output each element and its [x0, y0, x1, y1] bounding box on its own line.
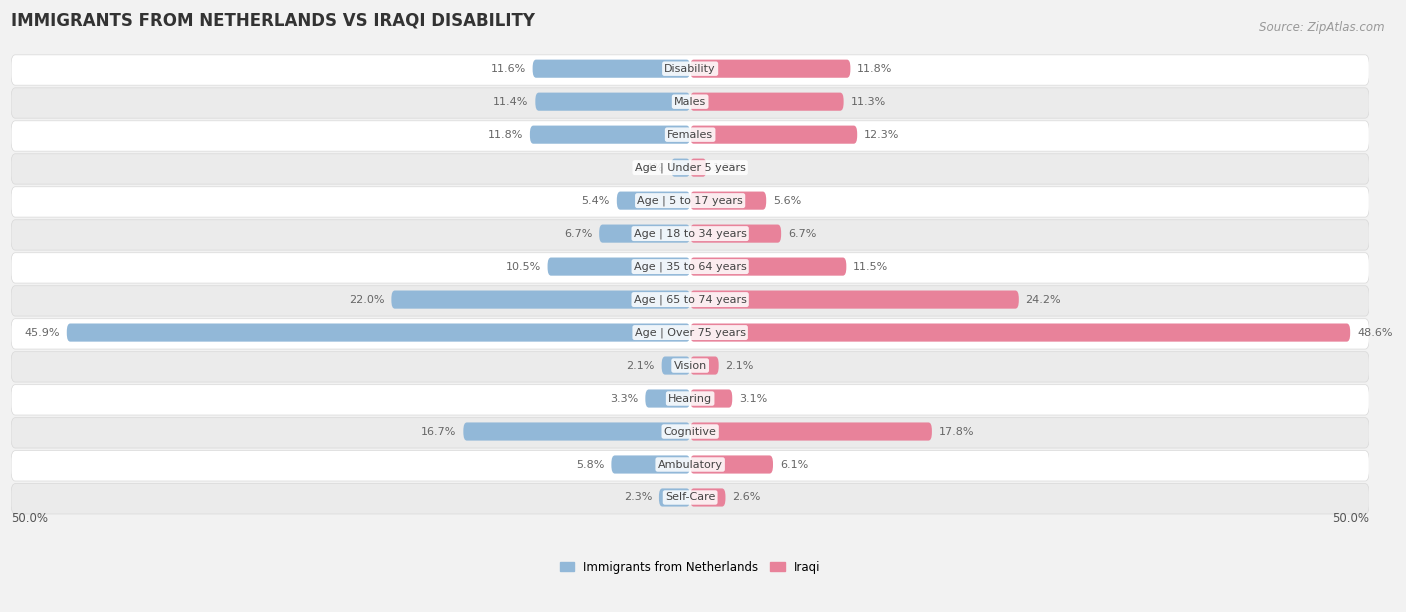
Text: 5.6%: 5.6%	[773, 196, 801, 206]
Text: 11.4%: 11.4%	[494, 97, 529, 106]
FancyBboxPatch shape	[671, 159, 690, 177]
Text: 1.4%: 1.4%	[636, 163, 665, 173]
FancyBboxPatch shape	[690, 455, 773, 474]
Text: IMMIGRANTS FROM NETHERLANDS VS IRAQI DISABILITY: IMMIGRANTS FROM NETHERLANDS VS IRAQI DIS…	[11, 11, 536, 29]
Text: 12.3%: 12.3%	[865, 130, 900, 140]
FancyBboxPatch shape	[11, 154, 1369, 184]
FancyBboxPatch shape	[11, 417, 1369, 448]
FancyBboxPatch shape	[690, 291, 1019, 308]
FancyBboxPatch shape	[690, 356, 718, 375]
Text: 5.4%: 5.4%	[582, 196, 610, 206]
FancyBboxPatch shape	[690, 389, 733, 408]
FancyBboxPatch shape	[11, 483, 1369, 514]
FancyBboxPatch shape	[690, 324, 1350, 341]
Text: 3.1%: 3.1%	[740, 394, 768, 403]
FancyBboxPatch shape	[612, 455, 690, 474]
Text: 24.2%: 24.2%	[1025, 294, 1062, 305]
Text: 2.1%: 2.1%	[627, 360, 655, 370]
Text: Age | 18 to 34 years: Age | 18 to 34 years	[634, 228, 747, 239]
Text: Cognitive: Cognitive	[664, 427, 717, 436]
FancyBboxPatch shape	[547, 258, 690, 275]
Text: 22.0%: 22.0%	[349, 294, 385, 305]
FancyBboxPatch shape	[11, 385, 1369, 415]
FancyBboxPatch shape	[11, 450, 1369, 481]
Legend: Immigrants from Netherlands, Iraqi: Immigrants from Netherlands, Iraqi	[555, 556, 825, 578]
Text: Hearing: Hearing	[668, 394, 713, 403]
Text: 50.0%: 50.0%	[1333, 512, 1369, 526]
FancyBboxPatch shape	[11, 187, 1369, 217]
Text: 11.6%: 11.6%	[491, 64, 526, 73]
Text: 48.6%: 48.6%	[1357, 327, 1392, 338]
Text: Age | Under 5 years: Age | Under 5 years	[634, 162, 745, 173]
Text: 16.7%: 16.7%	[422, 427, 457, 436]
FancyBboxPatch shape	[530, 125, 690, 144]
Text: Age | 5 to 17 years: Age | 5 to 17 years	[637, 195, 742, 206]
FancyBboxPatch shape	[67, 324, 690, 341]
Text: 2.1%: 2.1%	[725, 360, 754, 370]
FancyBboxPatch shape	[690, 258, 846, 275]
Text: Age | 65 to 74 years: Age | 65 to 74 years	[634, 294, 747, 305]
FancyBboxPatch shape	[536, 92, 690, 111]
Text: 11.3%: 11.3%	[851, 97, 886, 106]
FancyBboxPatch shape	[690, 59, 851, 78]
FancyBboxPatch shape	[11, 55, 1369, 85]
Text: Age | Over 75 years: Age | Over 75 years	[634, 327, 745, 338]
Text: 3.3%: 3.3%	[610, 394, 638, 403]
Text: 1.2%: 1.2%	[713, 163, 741, 173]
FancyBboxPatch shape	[391, 291, 690, 308]
Text: Females: Females	[666, 130, 713, 140]
FancyBboxPatch shape	[464, 422, 690, 441]
FancyBboxPatch shape	[11, 88, 1369, 118]
Text: 5.8%: 5.8%	[576, 460, 605, 469]
Text: 6.7%: 6.7%	[787, 229, 817, 239]
Text: 6.1%: 6.1%	[780, 460, 808, 469]
FancyBboxPatch shape	[690, 125, 858, 144]
FancyBboxPatch shape	[690, 225, 782, 243]
FancyBboxPatch shape	[11, 319, 1369, 349]
Text: 17.8%: 17.8%	[939, 427, 974, 436]
Text: 2.3%: 2.3%	[624, 493, 652, 502]
FancyBboxPatch shape	[690, 488, 725, 507]
FancyBboxPatch shape	[645, 389, 690, 408]
FancyBboxPatch shape	[690, 422, 932, 441]
Text: 2.6%: 2.6%	[733, 493, 761, 502]
FancyBboxPatch shape	[11, 286, 1369, 316]
FancyBboxPatch shape	[662, 356, 690, 375]
Text: 50.0%: 50.0%	[11, 512, 48, 526]
FancyBboxPatch shape	[690, 92, 844, 111]
FancyBboxPatch shape	[659, 488, 690, 507]
Text: Ambulatory: Ambulatory	[658, 460, 723, 469]
Text: Age | 35 to 64 years: Age | 35 to 64 years	[634, 261, 747, 272]
Text: Males: Males	[673, 97, 706, 106]
Text: Vision: Vision	[673, 360, 707, 370]
FancyBboxPatch shape	[690, 159, 706, 177]
Text: 11.8%: 11.8%	[488, 130, 523, 140]
Text: Source: ZipAtlas.com: Source: ZipAtlas.com	[1260, 21, 1385, 34]
FancyBboxPatch shape	[533, 59, 690, 78]
Text: 6.7%: 6.7%	[564, 229, 592, 239]
FancyBboxPatch shape	[11, 253, 1369, 283]
Text: Disability: Disability	[665, 64, 716, 73]
FancyBboxPatch shape	[11, 220, 1369, 250]
Text: 11.8%: 11.8%	[858, 64, 893, 73]
FancyBboxPatch shape	[690, 192, 766, 210]
Text: 11.5%: 11.5%	[853, 261, 889, 272]
FancyBboxPatch shape	[11, 121, 1369, 151]
Text: 10.5%: 10.5%	[506, 261, 541, 272]
Text: Self-Care: Self-Care	[665, 493, 716, 502]
FancyBboxPatch shape	[599, 225, 690, 243]
FancyBboxPatch shape	[11, 352, 1369, 382]
FancyBboxPatch shape	[617, 192, 690, 210]
Text: 45.9%: 45.9%	[24, 327, 60, 338]
